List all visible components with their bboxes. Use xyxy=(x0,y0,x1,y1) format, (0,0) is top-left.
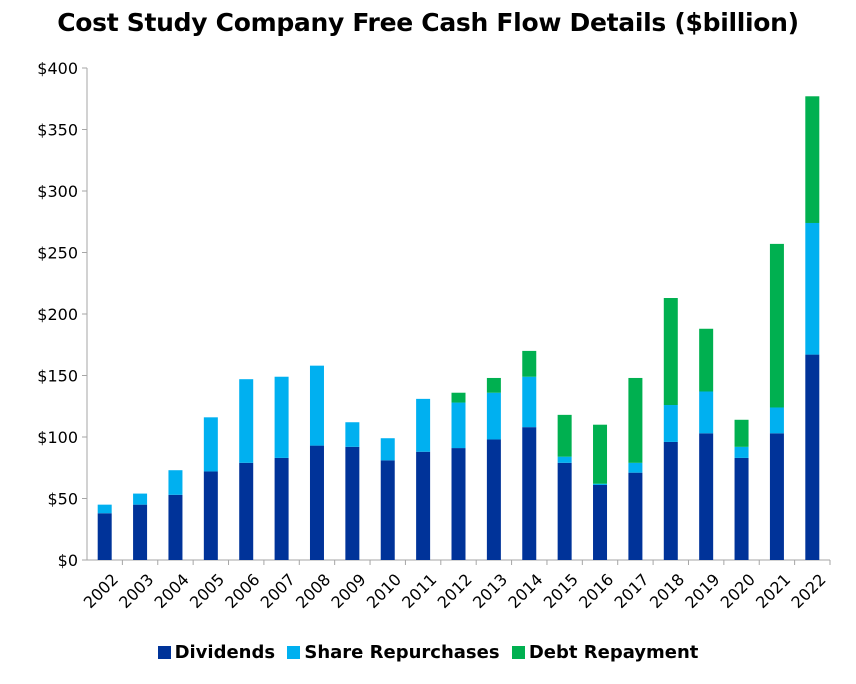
bar-share-repurchases-2022 xyxy=(805,222,820,355)
bar-dividends-2006 xyxy=(239,462,254,560)
x-tick-label: 2015 xyxy=(540,570,582,612)
bar-dividends-2019 xyxy=(699,433,714,560)
y-tick-label: $350 xyxy=(37,121,78,140)
bars xyxy=(97,96,820,560)
x-tick-label: 2007 xyxy=(257,570,299,612)
bar-debt-repayment-2014 xyxy=(522,350,537,377)
bar-debt-repayment-2022 xyxy=(805,96,820,223)
x-tick-label: 2002 xyxy=(80,570,122,612)
bar-debt-repayment-2017 xyxy=(628,377,643,463)
legend-label: Debt Repayment xyxy=(528,642,699,663)
bar-debt-repayment-2015 xyxy=(557,414,572,457)
bar-dividends-2022 xyxy=(805,354,820,560)
bar-dividends-2018 xyxy=(663,441,678,560)
bar-dividends-2004 xyxy=(168,494,183,560)
chart-title: Cost Study Company Free Cash Flow Detail… xyxy=(57,8,799,37)
bar-dividends-2014 xyxy=(522,427,537,560)
x-tick-label: 2012 xyxy=(434,570,476,612)
bar-dividends-2012 xyxy=(451,448,466,560)
legend-swatch-share-repurchases xyxy=(287,646,301,659)
x-tick-label: 2014 xyxy=(504,570,546,612)
y-axis: $0 $50 $100 $150 $200 $250 $300 $350 $400 xyxy=(37,59,87,570)
y-tick-label: $250 xyxy=(37,244,78,263)
bar-dividends-2017 xyxy=(628,472,643,560)
bar-share-repurchases-2016 xyxy=(593,483,608,485)
bar-dividends-2009 xyxy=(345,446,360,560)
y-tick-label: $150 xyxy=(37,367,78,386)
y-tick-label: $50 xyxy=(47,490,78,509)
bar-share-repurchases-2014 xyxy=(522,376,537,428)
x-tick-label: 2017 xyxy=(610,570,652,612)
x-tick-label: 2019 xyxy=(681,570,723,612)
bar-debt-repayment-2020 xyxy=(734,419,749,447)
y-tick-label: $200 xyxy=(37,305,78,324)
bar-share-repurchases-2012 xyxy=(451,402,466,449)
legend-item-debt-repayment: Debt Repayment xyxy=(511,642,699,663)
bar-debt-repayment-2012 xyxy=(451,392,466,403)
y-tick-label: $0 xyxy=(58,551,78,570)
legend-swatch-dividends xyxy=(157,646,171,659)
bar-share-repurchases-2021 xyxy=(769,407,784,434)
bar-share-repurchases-2015 xyxy=(557,456,572,463)
x-tick-label: 2006 xyxy=(221,570,263,612)
legend-label: Share Repurchases xyxy=(304,642,500,663)
bar-dividends-2011 xyxy=(416,451,431,560)
x-tick-label: 2016 xyxy=(575,570,617,612)
bar-dividends-2013 xyxy=(486,439,501,560)
bar-debt-repayment-2018 xyxy=(663,298,678,406)
bar-share-repurchases-2007 xyxy=(274,376,289,458)
bar-dividends-2003 xyxy=(133,504,148,560)
bar-dividends-2007 xyxy=(274,457,289,560)
bar-share-repurchases-2009 xyxy=(345,422,360,447)
bar-debt-repayment-2013 xyxy=(486,377,501,393)
bar-share-repurchases-2017 xyxy=(628,462,643,473)
bar-share-repurchases-2010 xyxy=(380,438,395,461)
legend: Dividends Share Repurchases Debt Repayme… xyxy=(0,642,856,663)
x-tick-label: 2018 xyxy=(646,570,688,612)
x-tick-label: 2011 xyxy=(398,570,440,612)
bar-debt-repayment-2019 xyxy=(699,328,714,392)
bar-share-repurchases-2018 xyxy=(663,405,678,442)
x-tick-label: 2022 xyxy=(787,570,829,612)
bar-dividends-2015 xyxy=(557,462,572,560)
x-tick-label: 2005 xyxy=(186,570,228,612)
y-tick-label: $400 xyxy=(37,59,78,78)
bar-share-repurchases-2019 xyxy=(699,391,714,434)
x-tick-label: 2020 xyxy=(717,570,759,612)
bar-share-repurchases-2011 xyxy=(416,398,431,452)
bar-debt-repayment-2021 xyxy=(769,243,784,408)
bar-dividends-2002 xyxy=(97,513,112,560)
y-tick-label: $100 xyxy=(37,428,78,447)
x-tick-label: 2010 xyxy=(363,570,405,612)
bar-share-repurchases-2006 xyxy=(239,379,254,463)
bar-dividends-2010 xyxy=(380,460,395,560)
bar-dividends-2021 xyxy=(769,433,784,560)
bar-share-repurchases-2005 xyxy=(203,417,218,472)
bar-dividends-2020 xyxy=(734,457,749,560)
legend-item-share-repurchases: Share Repurchases xyxy=(287,642,500,663)
x-axis: 2002200320042005200620072008200920102011… xyxy=(80,560,831,612)
bar-share-repurchases-2013 xyxy=(486,392,501,440)
bar-share-repurchases-2004 xyxy=(168,470,183,495)
bar-debt-repayment-2016 xyxy=(593,424,608,484)
legend-label: Dividends xyxy=(174,642,276,663)
x-tick-label: 2004 xyxy=(151,570,193,612)
bar-share-repurchases-2008 xyxy=(309,365,324,446)
x-tick-label: 2009 xyxy=(327,570,369,612)
x-tick-label: 2021 xyxy=(752,570,794,612)
legend-swatch-debt-repayment xyxy=(511,646,525,659)
x-tick-label: 2008 xyxy=(292,570,334,612)
bar-share-repurchases-2002 xyxy=(97,504,112,514)
y-tick-label: $300 xyxy=(37,182,78,201)
bar-share-repurchases-2003 xyxy=(133,493,148,505)
legend-item-dividends: Dividends xyxy=(157,642,276,663)
bar-dividends-2005 xyxy=(203,471,218,560)
x-tick-label: 2003 xyxy=(115,570,157,612)
bar-dividends-2016 xyxy=(593,484,608,560)
bar-share-repurchases-2020 xyxy=(734,446,749,458)
bar-dividends-2008 xyxy=(309,445,324,560)
x-tick-label: 2013 xyxy=(469,570,511,612)
